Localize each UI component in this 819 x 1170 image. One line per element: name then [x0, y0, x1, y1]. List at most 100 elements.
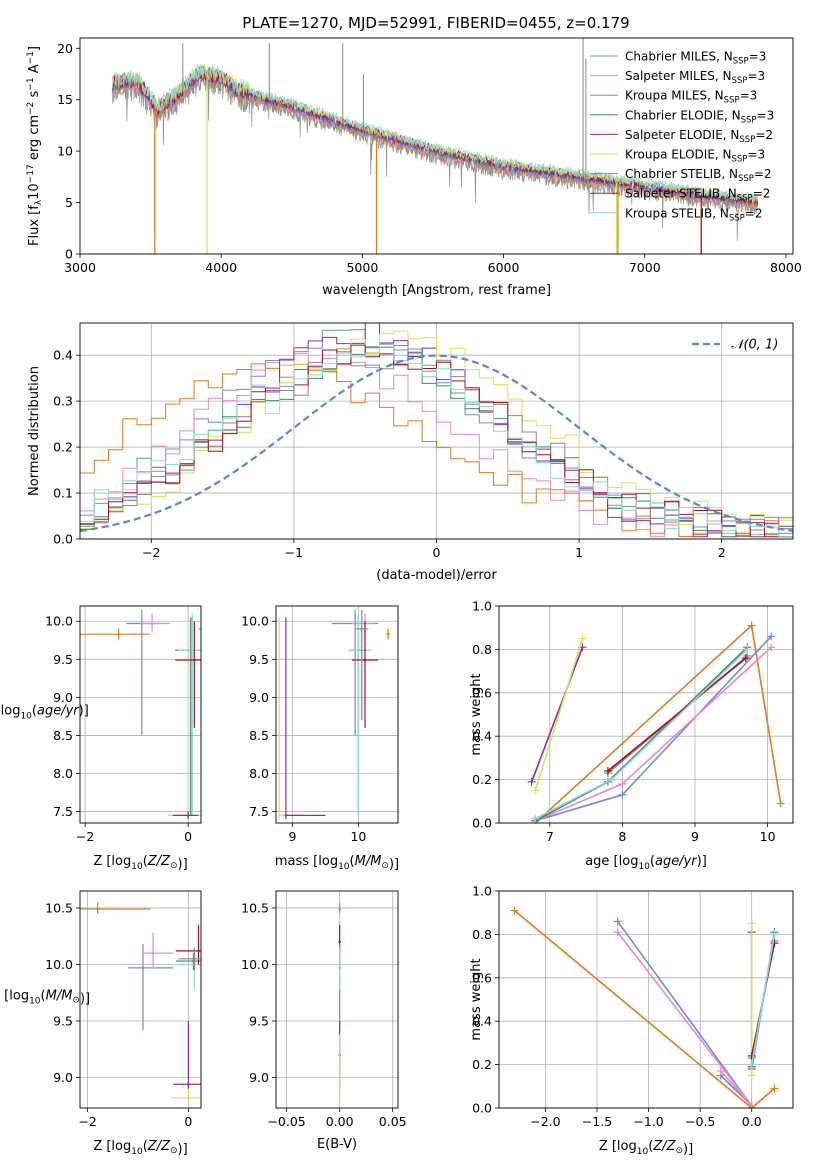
label-part: )] [178, 1142, 188, 1157]
data-point [386, 632, 390, 636]
y-tick-label: 10 [57, 144, 73, 159]
x-tick-label: 2 [718, 545, 726, 560]
label-part: s [27, 90, 42, 101]
y-tick-label: 1.0 [472, 884, 492, 899]
label-part: )] [178, 857, 188, 872]
x-tick-label: 7000 [629, 260, 661, 275]
x-tick-label: −1.0 [633, 1114, 663, 1129]
x-tick-label: 1 [575, 545, 583, 560]
legend-value: =3 [749, 50, 767, 64]
label-part: Z/Z [147, 854, 171, 869]
y-tick-label: 9.5 [53, 1013, 73, 1028]
legend-entry: Salpeter MILES, NSSP=3 [625, 69, 765, 86]
x-tick-label: −2 [76, 829, 94, 844]
plot-area-mass-vs-z [80, 902, 201, 1103]
x-tick-label: 0 [433, 545, 441, 560]
label-part: Z [log [599, 1139, 637, 1154]
legend-entry: Kroupa STELIB, NSSP=2 [625, 206, 763, 223]
x-tick-label: −1.5 [582, 1114, 612, 1129]
label-subscript: ⊙ [170, 861, 178, 871]
axes-frame-spectrum [79, 37, 794, 255]
legend-name: Kroupa MILES, N [625, 89, 724, 103]
axis-label: age [log10(age/yr)] [0, 704, 89, 722]
data-point [193, 658, 196, 662]
x-tick-label: 6000 [488, 260, 520, 275]
y-tick-label: 0.8 [472, 927, 492, 942]
y-tick-label: 0.0 [472, 1101, 492, 1116]
y-tick-label: 0.2 [53, 440, 73, 455]
weight-line-salpeter-elodie [530, 646, 584, 783]
histogram-salpeter-miles [80, 352, 793, 538]
label-part: Z [log [93, 1139, 131, 1154]
data-point [150, 622, 154, 625]
label-part: ( [32, 704, 37, 719]
legend-name: Chabrier STELIB, N [625, 167, 738, 181]
y-axis-label: Flux [fλ10−17 erg cm−2 s−1 A−1] [26, 46, 44, 246]
y-tick-label: 10.0 [241, 957, 269, 972]
data-point [186, 814, 190, 817]
label-subscript: 10 [131, 862, 143, 872]
axes-frame-mass-vs-ebv [275, 890, 399, 1109]
normal-curve [80, 354, 793, 532]
label-subscript: 10 [20, 712, 32, 722]
legend-value: =2 [755, 128, 773, 142]
x-tick-label: 7 [546, 829, 554, 844]
label-part: −1 [26, 51, 36, 64]
plot-area-age-vs-z [80, 609, 203, 820]
data-point [363, 658, 367, 662]
label-part: ( [41, 989, 46, 1004]
label-part: ( [143, 854, 148, 869]
x-tick-label: 10 [760, 829, 776, 844]
label-part: Z/Z [147, 1139, 171, 1154]
legend-name: Salpeter MILES, N [625, 69, 732, 83]
legend-subscript: SSP [741, 115, 757, 125]
y-tick-label: 20 [57, 41, 73, 56]
x-tick-label: 0.05 [379, 1114, 407, 1129]
legend-value: =2 [745, 206, 763, 220]
x-tick-label: 0 [184, 1114, 192, 1129]
label-part: )] [389, 857, 399, 872]
legend-subscript: SSP [733, 57, 749, 67]
x-tick-label: −0.5 [685, 1114, 715, 1129]
y-axis-label: mass weight [469, 958, 484, 1040]
data-point [360, 627, 363, 631]
label-subscript: ⊙ [381, 861, 389, 871]
axes-age-vs-mass: 9 10 7.5 8.0 8.5 9.0 9.5 10.0 [241, 606, 398, 844]
y-tick-label: 0.8 [472, 642, 492, 657]
label-part: M/M [355, 854, 382, 869]
histogram-chabrier-elodie [80, 346, 793, 538]
histogram-kroupa-elodie [80, 330, 793, 536]
legend-subscript: SSP [739, 135, 755, 145]
label-part: Z [log [93, 854, 131, 869]
y-tick-label: 7.5 [249, 804, 269, 819]
axes-mass-vs-ebv: −0.05 0.00 0.05 9.0 9.5 10.0 10.5 [241, 891, 407, 1129]
data-point [187, 1083, 190, 1086]
data-point [201, 628, 203, 630]
y-tick-label: 9.0 [53, 690, 73, 705]
x-tick-label: 0 [184, 829, 192, 844]
plot-area-mass-vs-ebv [338, 902, 341, 1103]
label-part: )] [80, 992, 90, 1007]
y-tick-label: 8.5 [249, 728, 269, 743]
label-part: −2 [26, 102, 36, 115]
legend-subscript: SSP [724, 96, 740, 106]
legend-name: Chabrier MILES, N [625, 50, 733, 64]
weight-line-kroupa-elodie [534, 638, 584, 791]
y-tick-label: 0.4 [472, 729, 492, 744]
legend-subscript: SSP [737, 194, 753, 204]
legend-name: Kroupa STELIB, N [625, 206, 729, 220]
y-tick-label: 0.6 [472, 970, 492, 985]
data-point [117, 632, 120, 636]
axis-label: Z [log10(Z/Z⊙)] [599, 1139, 693, 1157]
legend-entry: Chabrier ELODIE, NSSP=3 [625, 108, 774, 125]
legend-value: =3 [757, 108, 775, 122]
data-point [197, 949, 200, 953]
y-tick-label: 0.2 [472, 772, 492, 787]
label-part: Flux [f [27, 205, 42, 246]
label-subscript: 10 [131, 1147, 143, 1157]
x-axis-label: wavelength [Angstrom, rest frame] [322, 283, 551, 298]
label-part: ( [143, 1139, 148, 1154]
label-subscript: 10 [637, 1147, 649, 1157]
axes-weight-vs-z: −2.0 −1.5 −1.0 −0.5 0.0 0.0 0.2 0.4 0.6 0.8 1.0 [472, 884, 793, 1129]
